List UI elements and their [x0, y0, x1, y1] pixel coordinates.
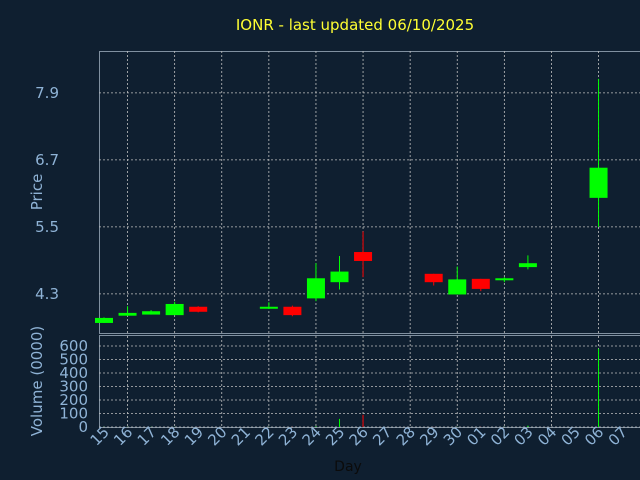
volume-grid: [99, 336, 640, 428]
candle-body: [142, 311, 161, 315]
x-axis-label: Day: [334, 459, 362, 475]
price-axis-label: Price: [28, 174, 46, 211]
volume-bar: [362, 414, 364, 427]
volume-tick-label: 300: [59, 378, 88, 396]
candle-body: [189, 306, 208, 312]
price-tick-label: 7.9: [35, 84, 59, 102]
candle-body: [518, 263, 537, 268]
price-y-ticks: 4.3 5.5 6.7 7.9: [35, 84, 59, 303]
candle-body: [259, 306, 278, 309]
chart-title: IONR - last updated 06/10/2025: [236, 16, 474, 34]
price-tick-label: 5.5: [35, 218, 59, 236]
candles: [95, 78, 608, 323]
candle-body: [471, 278, 490, 289]
volume-tick-label: 600: [59, 337, 88, 355]
volume-tick-label: 200: [59, 391, 88, 409]
price-grid: [99, 51, 640, 333]
volume-tick-label: 400: [59, 364, 88, 382]
candle-body: [448, 279, 467, 295]
x-ticks: 1516171819202122232425262728293001020304…: [87, 423, 631, 449]
volume-plot-frame: [99, 335, 640, 428]
candle-body: [118, 312, 137, 316]
candle-body: [354, 252, 373, 261]
price-plot-frame: [99, 51, 640, 334]
price-tick-label: 4.3: [35, 285, 59, 303]
volume-bars: [103, 348, 600, 427]
price-panel: 4.3 5.5 6.7 7.9 Price: [28, 51, 640, 334]
volume-tick-label: 500: [59, 351, 88, 369]
candle-body: [495, 278, 514, 281]
volume-bar: [339, 418, 340, 427]
volume-bar: [527, 425, 529, 427]
candle-body: [283, 306, 302, 316]
volume-axis-label: Volume (0000): [28, 326, 46, 436]
candle-body: [306, 278, 325, 299]
candle-body: [95, 317, 113, 323]
candle-body: [424, 273, 443, 283]
candle-body: [165, 303, 184, 316]
candle-body: [589, 167, 608, 198]
volume-bar: [598, 348, 600, 427]
volume-tick-label: 100: [59, 405, 88, 423]
volume-tick-label: 0: [78, 418, 88, 436]
price-tick-label: 6.7: [35, 151, 59, 169]
volume-bar: [315, 426, 317, 427]
candle-body: [330, 271, 349, 283]
